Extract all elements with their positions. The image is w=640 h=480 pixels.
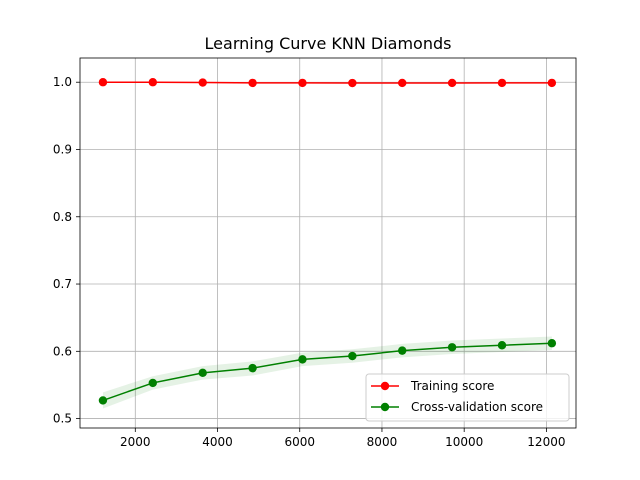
training-score-point xyxy=(248,78,257,88)
training-score-point xyxy=(447,78,457,88)
training-score-point xyxy=(497,78,507,88)
x-tick-label: 2000 xyxy=(120,435,151,449)
cv-score-point xyxy=(148,378,158,388)
training-score-point xyxy=(198,78,207,87)
y-tick-label: 0.9 xyxy=(53,142,72,156)
series-lines xyxy=(102,81,552,402)
legend-cv-label: Cross-validation score xyxy=(411,400,543,414)
y-tick-label: 0.8 xyxy=(53,210,72,224)
series-markers xyxy=(98,78,557,405)
plot-frame xyxy=(79,57,577,429)
cv-score-point xyxy=(98,396,108,405)
x-tick-label: 12000 xyxy=(527,435,565,449)
legend: Training score Cross-validation score xyxy=(365,373,570,422)
cv-score-point xyxy=(547,339,557,348)
cv-score-point xyxy=(447,343,457,352)
axis-ticks: 2000 4000 6000 8000 10000 12000 0.5 0.6 0.7 0.8 0.… xyxy=(53,75,566,449)
y-tick-label: 0.5 xyxy=(53,412,72,426)
training-score-point xyxy=(547,78,557,88)
cv-score-point xyxy=(348,351,357,361)
training-score-point xyxy=(348,78,357,88)
training-score-point xyxy=(398,78,407,88)
x-tick-label: 8000 xyxy=(367,435,398,449)
cv-score-band xyxy=(102,336,552,409)
x-tick-label: 4000 xyxy=(202,435,233,449)
legend-training-marker xyxy=(380,381,390,391)
y-tick-label: 0.6 xyxy=(53,344,72,358)
training-score-line xyxy=(102,81,552,84)
y-tick-label: 1.0 xyxy=(53,75,72,89)
legend-box xyxy=(365,373,570,422)
cv-score-point xyxy=(198,368,207,378)
chart-title: Learning Curve KNN Diamonds xyxy=(205,34,452,53)
cv-score-line xyxy=(102,342,552,402)
cv-score-point xyxy=(398,346,407,355)
legend-cv-marker xyxy=(380,402,390,412)
x-tick-label: 6000 xyxy=(284,435,315,449)
training-score-point xyxy=(148,78,158,87)
cv-score-point xyxy=(298,355,307,364)
cv-score-point xyxy=(497,341,507,350)
y-tick-label: 0.7 xyxy=(53,277,72,291)
x-tick-label: 10000 xyxy=(445,435,483,449)
training-score-point xyxy=(298,78,307,88)
grid xyxy=(80,58,576,428)
training-score-point xyxy=(98,78,108,87)
legend-training-label: Training score xyxy=(410,379,494,393)
cv-score-point xyxy=(248,363,257,373)
